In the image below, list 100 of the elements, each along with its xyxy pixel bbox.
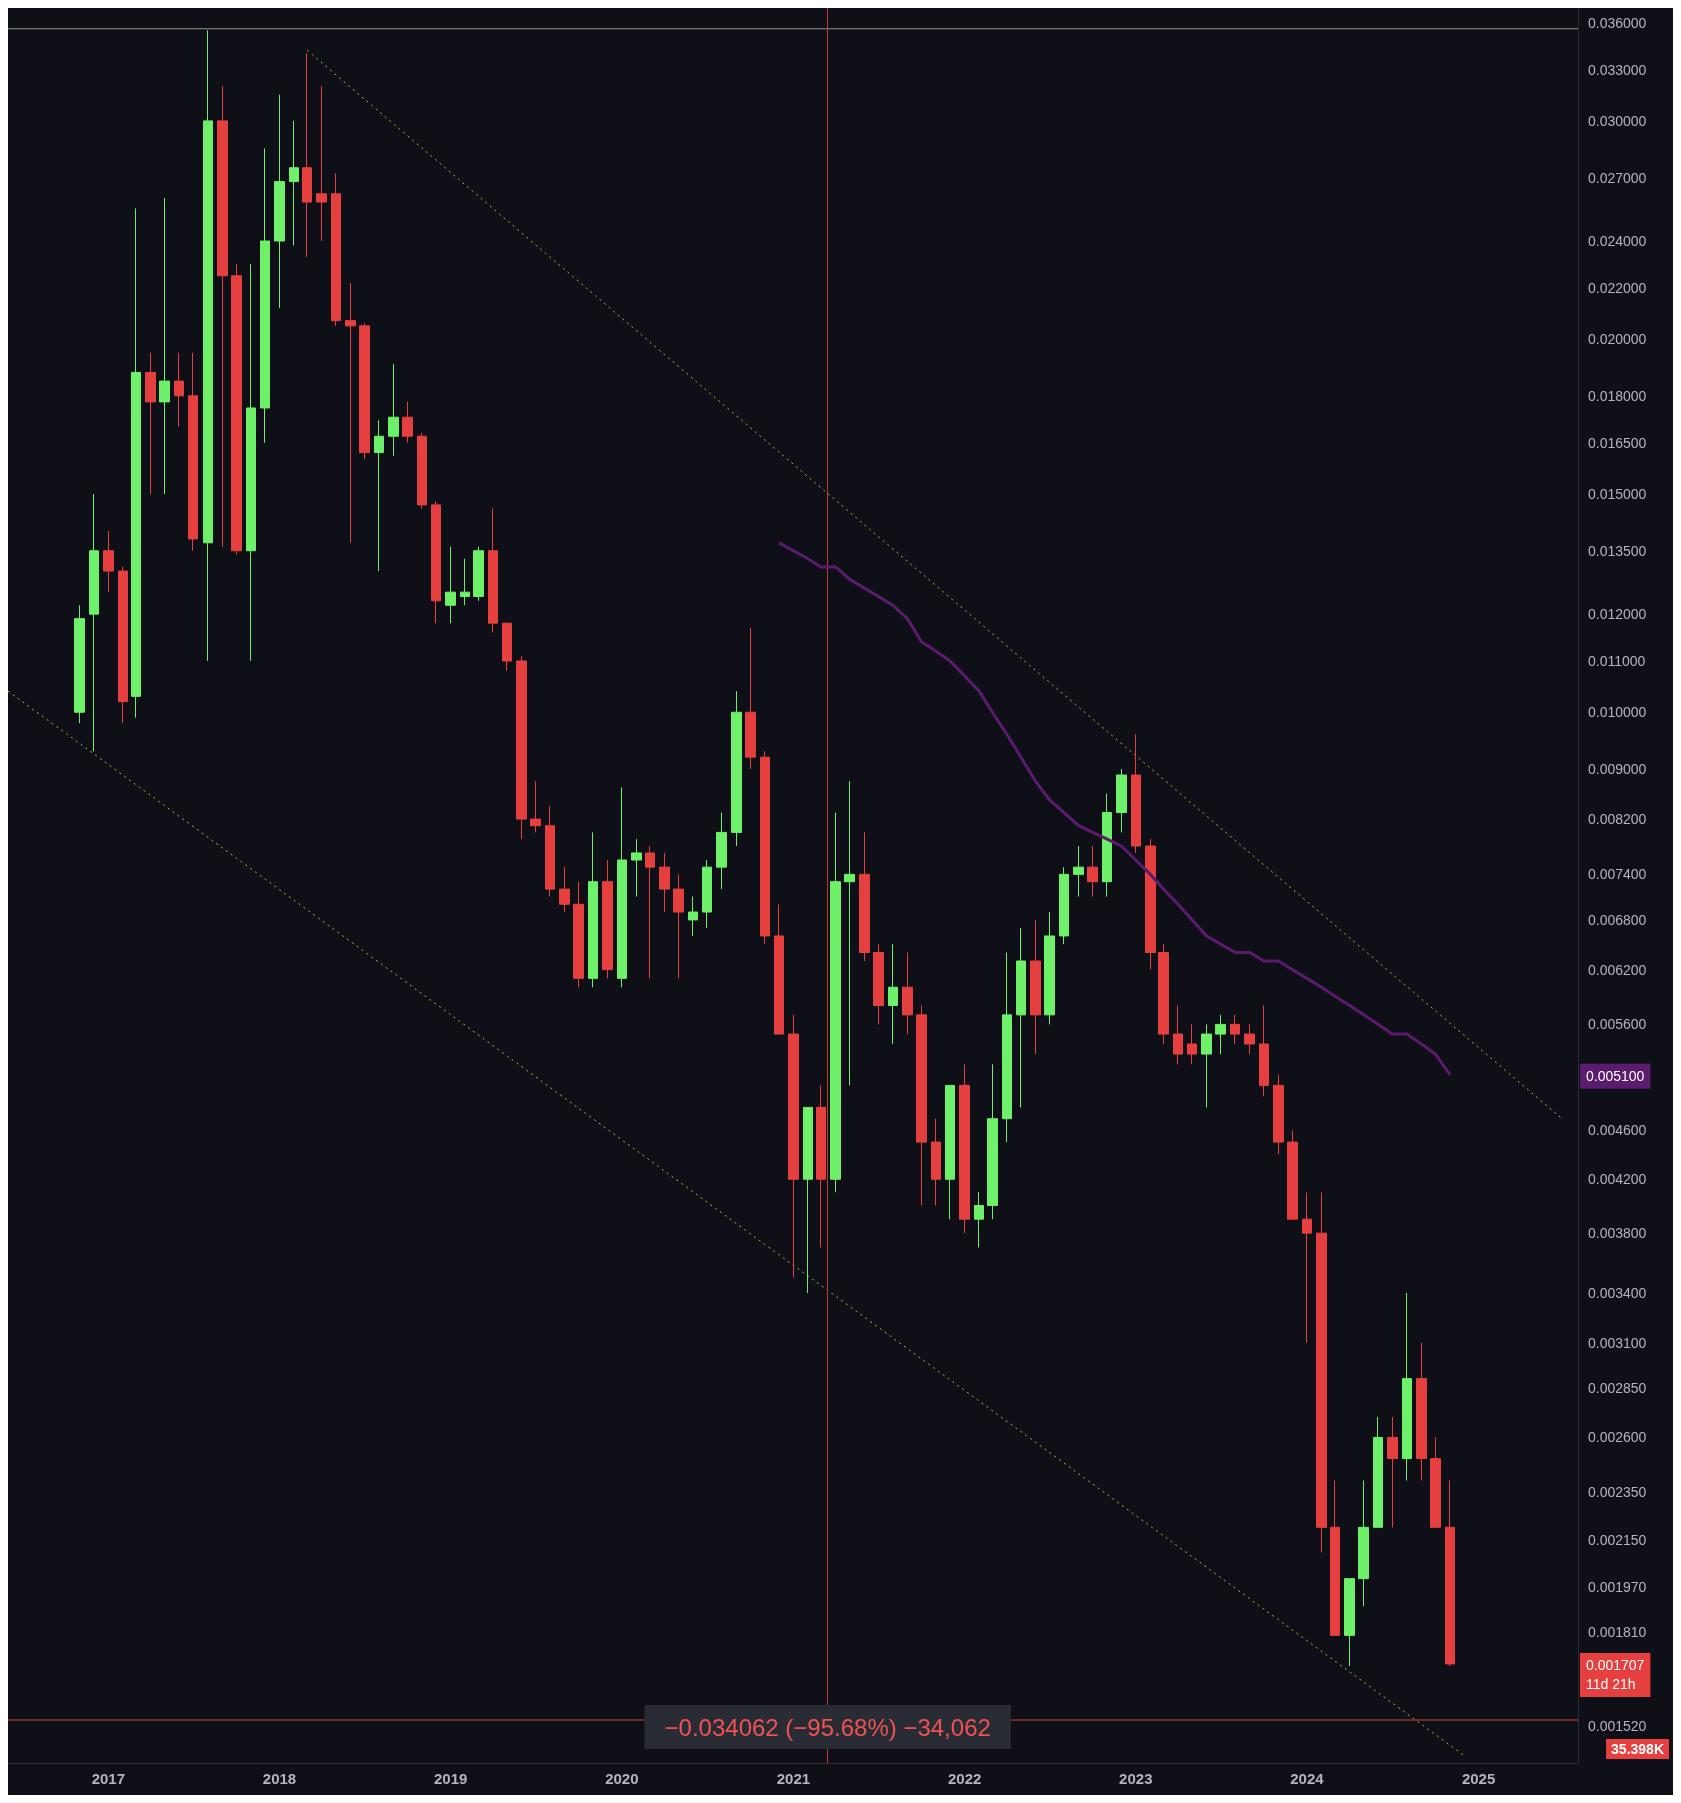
candlestick <box>402 401 413 444</box>
candlestick <box>1316 1191 1327 1553</box>
candlestick <box>289 120 299 247</box>
candlestick <box>1044 911 1055 1025</box>
candlestick <box>1116 768 1127 833</box>
y-tick-label: 0.006200 <box>1588 961 1647 978</box>
candlestick <box>1330 1479 1340 1636</box>
candlestick <box>816 1084 826 1248</box>
y-tick-label: 0.013500 <box>1588 542 1647 559</box>
candlestick <box>760 750 770 945</box>
candlestick <box>473 546 484 602</box>
y-tick-label: 0.033000 <box>1588 61 1647 78</box>
candlestick <box>1030 919 1041 1055</box>
candlestick <box>803 1106 813 1294</box>
candlestick <box>374 419 384 572</box>
candlestick <box>460 558 470 606</box>
candlestick <box>859 831 870 962</box>
candlestick <box>331 173 341 327</box>
y-tick-label: 0.004600 <box>1588 1122 1647 1139</box>
candlestick <box>1173 1005 1183 1065</box>
y-tick-label: 0.024000 <box>1588 233 1647 250</box>
candlestick <box>530 780 541 833</box>
candlestick <box>302 53 312 258</box>
candlestick <box>588 831 598 988</box>
candlestick <box>902 952 913 1035</box>
candlestick <box>602 859 613 979</box>
candlestick <box>1373 1416 1383 1528</box>
candlestick <box>1215 1014 1226 1055</box>
x-tick-label: 2020 <box>605 1770 639 1787</box>
candlestick <box>1145 838 1156 971</box>
candlestick <box>1073 845 1084 898</box>
y-tick-label: 0.007400 <box>1588 866 1647 883</box>
candlestick <box>1087 845 1098 898</box>
y-tick-label: 0.012000 <box>1588 606 1647 623</box>
x-tick-label: 2022 <box>947 1770 982 1787</box>
y-tick-label: 0.008200 <box>1588 811 1647 828</box>
candlestick <box>203 29 213 662</box>
candlestick <box>573 881 584 988</box>
candlestick <box>1259 1005 1269 1097</box>
candlestick <box>217 85 228 548</box>
candlestick <box>516 655 527 840</box>
y-tick-label: 0.030000 <box>1588 112 1647 129</box>
candlestick <box>231 263 242 556</box>
x-tick-label: 2024 <box>1290 1770 1325 1787</box>
y-tick-label: 0.002850 <box>1588 1379 1647 1396</box>
candlestick <box>617 786 627 988</box>
candlestick <box>716 812 727 890</box>
candlestick <box>431 500 441 624</box>
candlestick <box>873 943 884 1025</box>
x-tick-label: 2023 <box>1119 1770 1153 1787</box>
y-tick-label: 0.002150 <box>1588 1531 1647 1548</box>
candlestick <box>1445 1479 1455 1667</box>
x-tick-label: 2021 <box>776 1770 811 1787</box>
candlestick <box>830 812 841 1193</box>
candlestick <box>1002 952 1012 1143</box>
candlestick <box>945 1084 955 1220</box>
candlestick <box>1158 943 1169 1045</box>
candlestick <box>888 943 898 1045</box>
text: 0.005100 <box>1586 1068 1645 1085</box>
candlestick <box>1302 1191 1312 1344</box>
candlestick <box>559 866 570 913</box>
annotation: −0.034062 (−95.68%) −34,062 <box>664 1713 991 1741</box>
candlestick <box>316 85 327 242</box>
candlestick <box>274 94 285 309</box>
y-tick-label: 0.003100 <box>1588 1334 1647 1351</box>
candlestick <box>445 546 456 624</box>
candlestick <box>359 322 370 460</box>
candlestick <box>916 1005 927 1207</box>
candlestick <box>188 352 198 552</box>
y-tick-label: 0.010000 <box>1588 704 1647 721</box>
candlestick <box>987 1063 998 1220</box>
x-tick-label: 2017 <box>91 1770 126 1787</box>
candlestick <box>959 1063 970 1234</box>
candlestick <box>388 363 399 457</box>
y-tick-label: 0.020000 <box>1588 331 1647 348</box>
y-tick-label: 0.002350 <box>1588 1483 1647 1500</box>
y-tick-label: 0.015000 <box>1588 486 1647 503</box>
candlestick <box>345 282 356 544</box>
candlestick <box>1102 792 1112 898</box>
candlestick <box>1059 866 1069 945</box>
candlestick <box>159 197 170 495</box>
candlestick <box>145 352 156 495</box>
y-tick-label: 0.003400 <box>1588 1285 1647 1301</box>
x-tick-label: 2019 <box>433 1770 468 1787</box>
x-tick-label: 2018 <box>262 1770 297 1787</box>
y-tick-label: 0.005600 <box>1588 1016 1647 1033</box>
candlestick <box>631 838 642 898</box>
y-tick-label: 0.009000 <box>1588 760 1647 777</box>
y-tick-label: 0.036000 <box>1588 14 1647 31</box>
candlestick <box>1430 1436 1441 1528</box>
y-tick-label: 0.016500 <box>1588 434 1647 451</box>
line-series <box>777 541 1452 1077</box>
x-tick-label: 2025 <box>1461 1770 1496 1787</box>
candlestick <box>174 352 184 428</box>
candlestick <box>1273 1074 1284 1155</box>
candlestick <box>731 690 742 847</box>
candlestick <box>417 432 427 510</box>
candlestick <box>645 845 655 979</box>
candlestick <box>246 263 256 662</box>
y-tick-label: 0.001520 <box>1588 1718 1647 1735</box>
